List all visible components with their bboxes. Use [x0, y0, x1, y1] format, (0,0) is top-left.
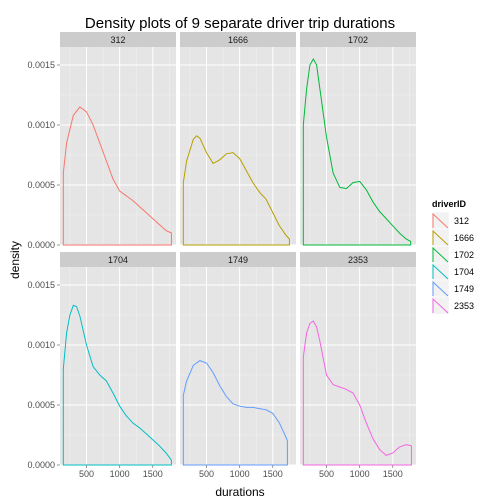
facet-strip	[60, 252, 176, 267]
density-line-1666	[182, 135, 290, 246]
facet-strip-label: 1702	[348, 35, 368, 45]
legend-item-1666: 1666	[431, 228, 474, 247]
legend-key-line	[432, 229, 449, 246]
y-tick-label: 0.0000	[27, 240, 55, 250]
facet-panel: 1704 500 1000 1500 0.0000 0.0005 0.0010 0.0015	[27, 252, 176, 479]
density-line-2353	[302, 320, 412, 466]
facet-panel: 312 0.0000 0.0005 0.0010 0.0015	[27, 32, 176, 250]
y-tick-label: 0.0000	[27, 460, 55, 470]
facet-panels: 312 0.0000 0.0005 0.0010 0.0015 1666 1702 1704 5…	[27, 32, 416, 479]
panel-background	[60, 267, 176, 465]
x-tick-label: 1500	[143, 469, 163, 479]
y-tick-label: 0.0005	[27, 400, 55, 410]
x-tick-label: 500	[79, 469, 94, 479]
panel-background	[300, 267, 416, 465]
x-tick-label: 1000	[350, 469, 370, 479]
legend-label: 1749	[454, 284, 474, 294]
y-tick-label: 0.0015	[27, 280, 55, 290]
facet-strip-label: 1666	[228, 35, 248, 45]
facet-panel: 1749 500 1000 1500	[180, 252, 296, 479]
y-tick-label: 0.0010	[27, 340, 55, 350]
legend-key-line	[432, 246, 449, 263]
legend-item-1704: 1704	[431, 262, 474, 281]
density-line-1702	[302, 57, 412, 246]
x-axis-title: durations	[215, 485, 264, 499]
y-tick-label: 0.0015	[27, 60, 55, 70]
facet-panel: 2353 500 1000 1500	[300, 252, 416, 479]
y-tick-label: 0.0005	[27, 180, 55, 190]
facet-strip	[300, 252, 416, 267]
legend-item-2353: 2353	[431, 296, 474, 315]
x-tick-label: 500	[319, 469, 334, 479]
facet-strip-label: 2353	[348, 255, 368, 265]
legend: driverID 312 1666 1702 1704 1749 2353	[431, 199, 474, 315]
facet-panel: 1702	[300, 32, 416, 246]
legend-label: 2353	[454, 301, 474, 311]
panel-background	[180, 267, 296, 465]
panel-background	[180, 47, 296, 245]
facet-strip	[60, 32, 176, 47]
legend-label: 1666	[454, 233, 474, 243]
facet-panel: 1666	[180, 32, 296, 246]
facet-strip-label: 1749	[228, 255, 248, 265]
x-tick-label: 1500	[383, 469, 403, 479]
density-line-1749	[182, 360, 288, 466]
facet-strip-label: 312	[110, 35, 125, 45]
x-tick-label: 500	[199, 469, 214, 479]
x-tick-label: 1500	[263, 469, 283, 479]
panel-background	[300, 47, 416, 245]
y-axis-title: density	[8, 241, 22, 279]
x-tick-label: 1000	[110, 469, 130, 479]
facet-strip	[300, 32, 416, 47]
legend-label: 312	[454, 216, 469, 226]
legend-title: driverID	[432, 199, 467, 209]
facet-strip	[180, 32, 296, 47]
density-line-1704	[62, 304, 172, 466]
facet-strip-label: 1704	[108, 255, 128, 265]
legend-label: 1702	[454, 250, 474, 260]
chart-title: Density plots of 9 separate driver trip …	[85, 15, 395, 32]
legend-item-1702: 1702	[431, 245, 474, 264]
y-tick-label: 0.0010	[27, 120, 55, 130]
legend-item-312: 312	[431, 211, 469, 230]
legend-key-line	[432, 297, 449, 314]
x-tick-label: 1000	[230, 469, 250, 479]
legend-item-1749: 1749	[431, 279, 474, 298]
facet-strip	[180, 252, 296, 267]
legend-key-line	[432, 280, 449, 297]
legend-key-line	[432, 212, 449, 229]
panel-background	[60, 47, 176, 245]
legend-label: 1704	[454, 267, 474, 277]
legend-key-line	[432, 263, 449, 280]
density-line-312	[62, 106, 172, 246]
